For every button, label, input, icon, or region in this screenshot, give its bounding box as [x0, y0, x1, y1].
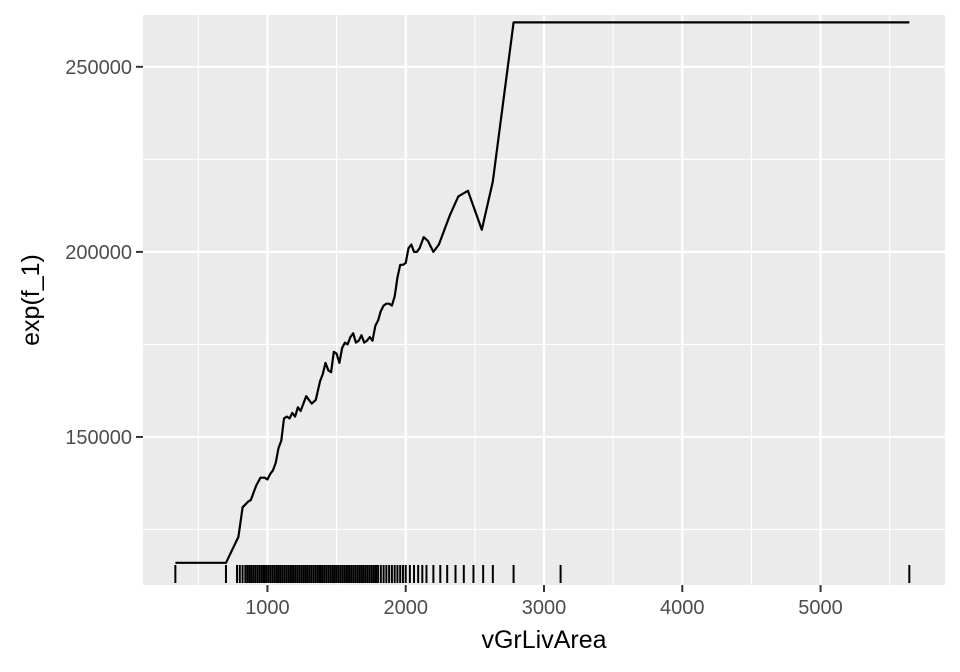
x-tick-label: 2000: [383, 597, 428, 619]
major-gridlines: [143, 15, 945, 585]
series-line: [175, 21, 910, 564]
y-tick-label: 250000: [65, 57, 132, 79]
y-axis-title: exp(f_1): [17, 254, 45, 346]
y-tick-label: 200000: [65, 242, 132, 264]
y-axis: 150000 200000 250000: [65, 57, 143, 449]
x-tick-label: 5000: [798, 597, 843, 619]
minor-gridlines: [143, 15, 945, 585]
x-tick-label: 1000: [245, 597, 290, 619]
x-axis-title: vGrLivArea: [481, 626, 606, 654]
x-tick-label: 4000: [660, 597, 705, 619]
x-axis: 1000 2000 3000 4000 5000: [245, 585, 843, 619]
series-layer: [175, 21, 910, 564]
y-tick-label: 150000: [65, 427, 132, 449]
x-tick-label: 3000: [522, 597, 567, 619]
rug-marks: [174, 565, 911, 583]
